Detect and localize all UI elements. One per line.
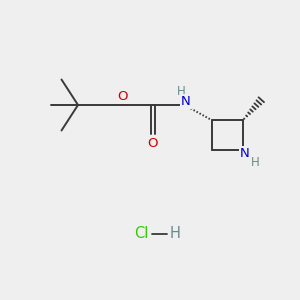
Text: H: H: [170, 226, 181, 242]
Text: Cl: Cl: [134, 226, 148, 242]
Text: H: H: [251, 156, 260, 169]
Text: H: H: [176, 85, 185, 98]
Text: N: N: [240, 147, 249, 160]
Text: O: O: [118, 89, 128, 103]
Text: N: N: [181, 95, 191, 108]
Text: O: O: [148, 136, 158, 150]
